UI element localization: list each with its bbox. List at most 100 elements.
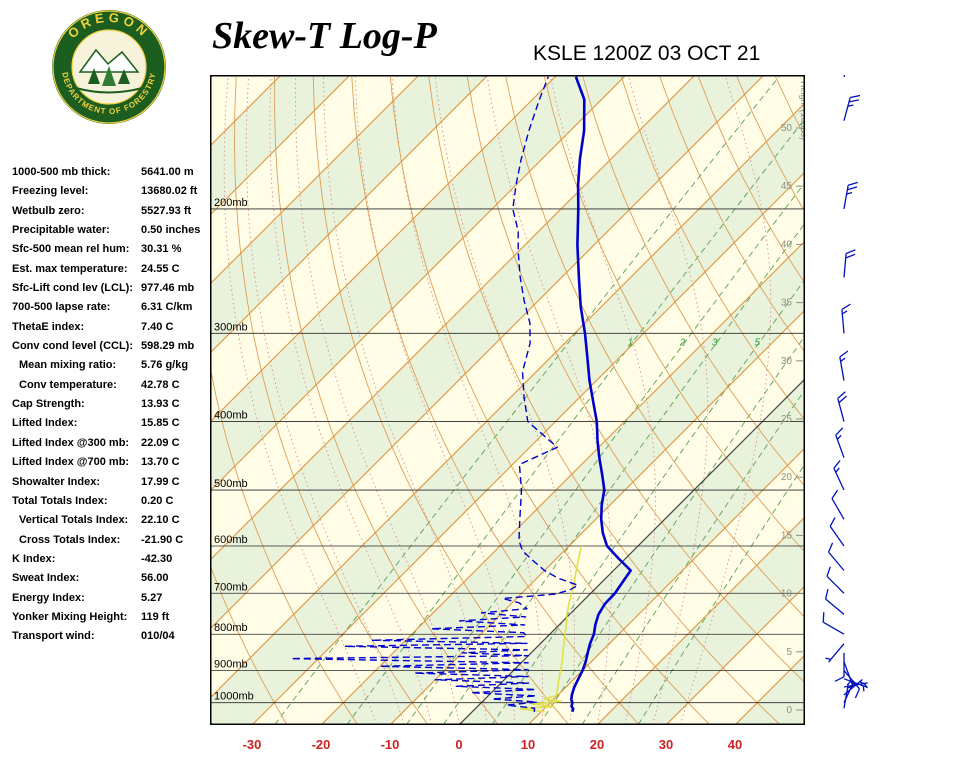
wind-barb	[843, 75, 853, 78]
stat-label: K Index:	[12, 552, 56, 565]
parcel-trace	[520, 545, 583, 713]
logo-tree	[102, 66, 116, 86]
wind-barb	[825, 643, 845, 663]
stat-value: 13680.02 ft	[141, 185, 198, 198]
mixing-ratio-label: 1	[627, 337, 633, 348]
stat-value: 0.20 C	[141, 494, 174, 507]
logo-mountain	[78, 48, 140, 73]
temp-axis-label: -30	[243, 737, 262, 752]
logo-tree	[88, 68, 100, 84]
stat-label: Sweat Index:	[12, 572, 80, 585]
stat-value: 0.50 inches	[141, 224, 201, 237]
stat-label: 1000-500 mb thick:	[12, 166, 111, 178]
height-label: 30	[781, 356, 793, 367]
height-label: 5	[786, 647, 792, 658]
stat-label: Transport wind:	[12, 630, 95, 643]
skewt-chart: 1 2 3 5 200mb 300mb 400mb 500mb 600mb 700mb 800mb 9…	[210, 75, 809, 777]
odf-logo-image: OREGON DEPARTMENT OF FORESTRY	[52, 10, 166, 124]
stat-label: Cap Strength:	[12, 398, 85, 411]
stat-row: Est. max temperature: 24.55 C	[12, 261, 212, 280]
stat-value: 977.46 mb	[141, 282, 195, 295]
stat-value: 7.40 C	[141, 320, 174, 333]
stat-label: Showalter Index:	[12, 475, 101, 488]
stat-row: Yonker Mixing Height: 119 ft	[12, 609, 212, 628]
stat-value: 119 ft	[141, 610, 170, 623]
stat-value: 13.70 C	[141, 456, 180, 469]
wind-barb	[822, 612, 845, 635]
height-label: 50	[781, 123, 793, 134]
height-label: 35	[781, 298, 793, 309]
stat-row: Cap Strength: 13.93 C	[12, 396, 212, 415]
mixing-ratio-label: 3	[712, 337, 718, 348]
stat-row: Mean mixing ratio: 5.76 g/kg	[12, 357, 212, 376]
height-label: 40	[781, 239, 793, 250]
stat-row: Sweat Index: 56.00	[12, 570, 212, 589]
stat-value: 6.31 C/km	[141, 301, 193, 314]
temp-axis-label: 40	[728, 737, 742, 752]
stat-value: 17.99 C	[141, 475, 180, 488]
stat-row: Vertical Totals Index: 22.10 C	[12, 512, 212, 531]
height-label: 15	[781, 530, 793, 541]
height-label: 10	[781, 589, 793, 600]
pressure-label: 400mb	[214, 410, 248, 422]
pressure-label: 500mb	[214, 478, 248, 490]
stat-row: Lifted Index @300 mb: 22.09 C	[12, 435, 212, 454]
stat-value: 5641.00 m	[141, 166, 194, 178]
stat-row: Sfc-Lift cond lev (LCL): 977.46 mb	[12, 280, 212, 299]
wind-barb	[834, 652, 845, 682]
stat-label: Sfc-Lift cond lev (LCL):	[12, 282, 133, 295]
stats-panel: 1000-500 mb thick: 5641.00 m Freezing leve…	[12, 164, 212, 648]
stat-value: 5.27	[141, 591, 163, 604]
wind-barb	[831, 489, 845, 520]
wind-barb	[835, 427, 845, 458]
pressure-label: 300mb	[214, 321, 248, 333]
stat-row: K Index: -42.30	[12, 551, 212, 570]
stat-row: Lifted Index @700 mb: 13.70 C	[12, 454, 212, 473]
stat-value: 13.93 C	[141, 398, 180, 411]
wind-barb	[826, 566, 845, 594]
stat-label: 700-500 lapse rate:	[12, 301, 111, 314]
stat-value: 15.85 C	[141, 417, 180, 430]
mixing-ratio-label: 2	[679, 337, 686, 348]
wind-barb	[843, 181, 858, 210]
wind-barb-column	[822, 75, 869, 709]
station-label: KSLE 1200Z 03 OCT 21	[533, 42, 761, 65]
stat-label: Wetbulb zero:	[12, 204, 85, 217]
pressure-label: 800mb	[214, 622, 248, 634]
wind-barb	[843, 684, 854, 709]
stat-value: -21.90 C	[141, 533, 184, 546]
stat-label: Precipitable water:	[12, 224, 110, 237]
wind-barb	[829, 517, 845, 547]
stat-row: Cross Totals Index: -21.90 C	[12, 532, 212, 551]
pressure-label: 200mb	[214, 197, 248, 209]
logo-tree	[118, 69, 130, 84]
mixing-ratio-label: 5	[755, 337, 761, 348]
stat-row: 1000-500 mb thick: 5641.00 m	[12, 164, 212, 183]
wind-barb	[843, 669, 861, 699]
logo-ground	[75, 87, 143, 94]
wind-barb	[839, 350, 849, 381]
stat-row: ThetaE index: 7.40 C	[12, 319, 212, 338]
stat-value: -42.30	[141, 552, 173, 565]
temperature-trace	[570, 76, 632, 713]
stat-label: Lifted Index @300 mb:	[12, 436, 130, 449]
stat-label: Mean mixing ratio:	[19, 359, 117, 372]
stat-label: Cross Totals Index:	[19, 533, 121, 546]
stat-label: Energy Index:	[12, 591, 85, 604]
wind-barb	[843, 249, 856, 278]
odf-logo: OREGON DEPARTMENT OF FORESTRY	[50, 6, 168, 133]
stat-value: 010/04	[141, 630, 175, 643]
stat-row: Conv cond level (CCL): 598.29 mb	[12, 338, 212, 357]
stat-value: 24.55 C	[141, 262, 180, 275]
temp-axis-label: -20	[312, 737, 331, 752]
temp-axis-label: 0	[455, 737, 462, 752]
stat-label: Vertical Totals Index:	[19, 514, 129, 527]
stat-label: ThetaE index:	[12, 320, 85, 333]
stat-row: Conv temperature: 42.78 C	[12, 377, 212, 396]
dewpoint-trace	[290, 76, 579, 712]
stat-label: Freezing level:	[12, 185, 89, 198]
wind-barb	[824, 589, 845, 615]
temp-axis-label: 10	[521, 737, 535, 752]
height-label: 25	[781, 414, 793, 425]
stat-row: Lifted Index: 15.85 C	[12, 415, 212, 434]
